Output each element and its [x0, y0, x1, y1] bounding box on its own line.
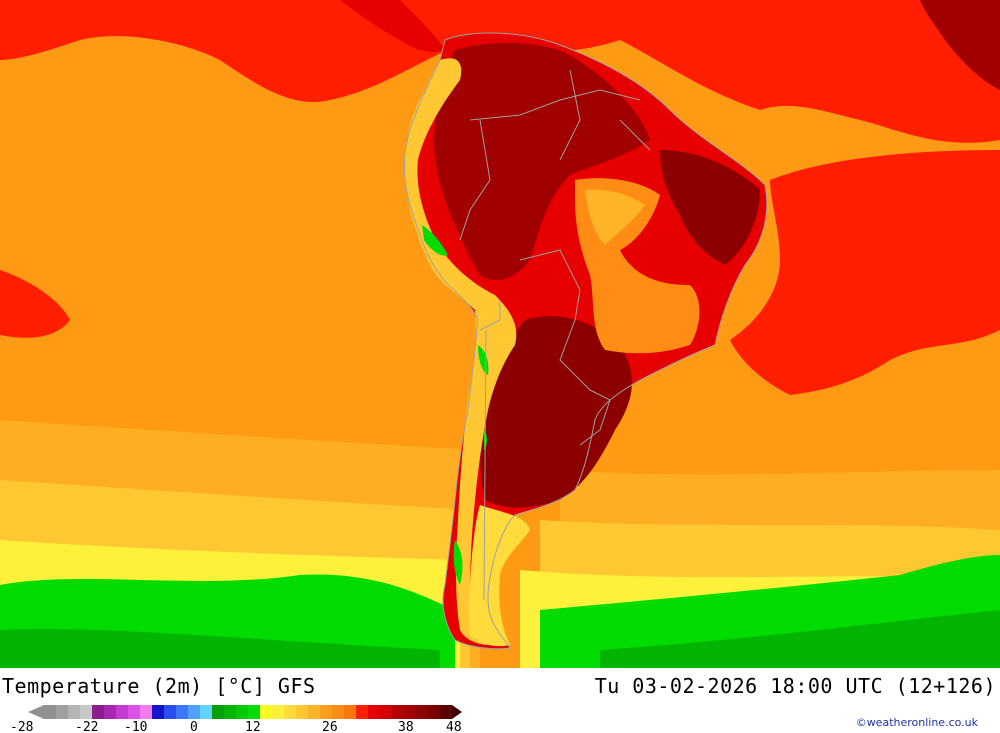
- legend-tick-label: -22: [75, 720, 98, 733]
- land-dark-red-north: [434, 43, 650, 281]
- legend-swatch: [80, 705, 93, 719]
- map-title: Temperature (2m) [°C] GFS: [2, 674, 316, 698]
- legend-tick-label: 12: [245, 720, 261, 733]
- legend-tick-label: 26: [322, 720, 338, 733]
- ocean-red-north: [0, 0, 1000, 143]
- land-darkest-east: [660, 150, 760, 265]
- legend-swatch: [248, 705, 261, 719]
- country-borders: [403, 32, 768, 650]
- legend-swatch: [164, 705, 177, 719]
- legend-swatch: [404, 705, 417, 719]
- legend-swatch: [188, 705, 201, 719]
- andes-cool-strip: [404, 58, 517, 646]
- legend-swatch: [116, 705, 129, 719]
- legend-swatch: [200, 705, 213, 719]
- legend-tick-label: 0: [190, 720, 198, 733]
- ocean-orange-patch-pacific: [0, 109, 182, 202]
- legend-swatch: [56, 705, 69, 719]
- legend-swatch: [380, 705, 393, 719]
- legend-arrow-left: [28, 705, 44, 719]
- africa-corner: [920, 0, 1000, 90]
- legend-swatch: [332, 705, 345, 719]
- credit-link[interactable]: ©weatheronline.co.uk: [855, 716, 978, 729]
- legend-swatch: [92, 705, 105, 719]
- legend-swatch: [176, 705, 189, 719]
- land-dark-red-south: [480, 316, 632, 508]
- legend-tick-label: 38: [398, 720, 414, 733]
- legend-swatch: [44, 705, 57, 719]
- legend-tick-label: -10: [124, 720, 147, 733]
- legend-swatch: [128, 705, 141, 719]
- legend-swatch: [392, 705, 405, 719]
- legend-swatch: [68, 705, 81, 719]
- legend-swatch: [260, 705, 273, 719]
- valid-time: Tu 03-02-2026 18:00 UTC (12+126): [594, 674, 996, 698]
- legend-tick-label: 48: [446, 720, 462, 733]
- legend-swatch: [152, 705, 165, 719]
- legend-swatch: [296, 705, 309, 719]
- legend-swatches: [44, 705, 453, 719]
- legend-swatch: [284, 705, 297, 719]
- ocean-red-patch-west: [0, 270, 70, 338]
- ocean-red-atlantic: [730, 150, 1000, 395]
- legend-swatch: [140, 705, 153, 719]
- legend-swatch: [308, 705, 321, 719]
- legend-swatch: [416, 705, 429, 719]
- legend-swatch: [440, 705, 453, 719]
- legend-swatch: [272, 705, 285, 719]
- legend-swatch: [320, 705, 333, 719]
- legend-swatch: [428, 705, 441, 719]
- central-america-red: [340, 0, 445, 52]
- legend-arrow-right: [452, 705, 462, 719]
- legend-swatch: [344, 705, 357, 719]
- legend-swatch: [356, 705, 369, 719]
- legend-swatch: [212, 705, 225, 719]
- legend-tick-label: -28: [10, 720, 33, 733]
- color-legend: -28 -22 -10 0 12 26 38 48: [10, 705, 462, 733]
- legend-swatch: [224, 705, 237, 719]
- legend-swatch: [104, 705, 117, 719]
- land-gold-plateau: [585, 189, 645, 245]
- temperature-map: [0, 0, 1000, 668]
- legend-swatch: [236, 705, 249, 719]
- ocean-band-dark-green: [0, 610, 1000, 668]
- legend-swatch: [368, 705, 381, 719]
